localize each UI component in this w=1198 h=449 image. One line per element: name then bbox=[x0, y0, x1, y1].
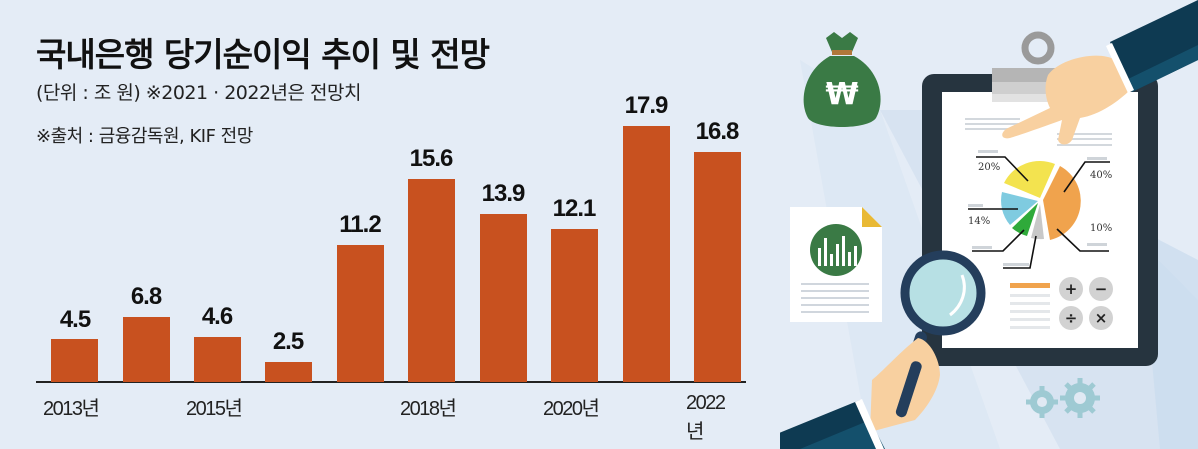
value-label-2022: 16.8 bbox=[695, 118, 740, 145]
bar-2015 bbox=[194, 337, 241, 382]
x-axis-baseline bbox=[36, 381, 746, 383]
chart-title: 국내은행 당기순이익 추이 및 전망 bbox=[36, 35, 490, 74]
gears-icon bbox=[1026, 378, 1100, 418]
bar-2016 bbox=[265, 362, 312, 382]
report-document-icon bbox=[790, 207, 882, 322]
bar-2018 bbox=[408, 179, 455, 382]
svg-text:×: × bbox=[1095, 309, 1108, 327]
bar-2020 bbox=[551, 229, 598, 382]
svg-text:+: + bbox=[1065, 280, 1078, 298]
pointing-hand-icon bbox=[1002, 0, 1198, 145]
x-tick-2015: 2015년 bbox=[186, 398, 243, 420]
value-label-2017: 11.2 bbox=[339, 211, 381, 238]
value-label-2015: 4.6 bbox=[201, 303, 233, 330]
value-label-2020: 12.1 bbox=[552, 195, 597, 222]
bar-2017 bbox=[337, 245, 384, 382]
svg-text:10%: 10% bbox=[1090, 223, 1112, 234]
svg-text:14%: 14% bbox=[968, 216, 990, 227]
bar-2013 bbox=[51, 339, 98, 382]
calculator-icons: + − ÷ × bbox=[1010, 277, 1113, 330]
value-label-2021: 17.9 bbox=[624, 92, 669, 119]
value-label-2019: 13.9 bbox=[481, 180, 526, 207]
svg-text:₩: ₩ bbox=[825, 77, 858, 112]
money-bag-icon: ₩ bbox=[803, 32, 881, 127]
finance-illustration: ₩ bbox=[780, 0, 1198, 449]
holding-hand-icon bbox=[780, 338, 940, 449]
bar-2022 bbox=[694, 152, 741, 382]
x-tick-2020: 2020년 bbox=[543, 398, 600, 420]
value-label-2013: 4.5 bbox=[59, 306, 91, 333]
value-label-2016: 2.5 bbox=[272, 328, 304, 355]
svg-text:÷: ÷ bbox=[1065, 309, 1078, 327]
bar-2021 bbox=[623, 126, 670, 382]
bar-chart: 4.5 6.8 4.6 2.5 11.2 15.6 13.9 12.1 17.9… bbox=[36, 92, 746, 443]
pie-chart-icon: 20% 40% 14% 10% bbox=[968, 150, 1112, 269]
bar-2014 bbox=[123, 317, 170, 382]
bar-2019 bbox=[480, 214, 527, 382]
value-label-2018: 15.6 bbox=[409, 145, 454, 172]
svg-text:40%: 40% bbox=[1090, 170, 1112, 181]
svg-text:−: − bbox=[1095, 280, 1108, 298]
value-label-2014: 6.8 bbox=[130, 283, 162, 310]
x-tick-2018: 2018년 bbox=[400, 398, 457, 420]
chart-source: ※출처 : 금융감독원, KIF 전망 bbox=[36, 126, 253, 147]
chart-subtitle: (단위 : 조 원) ※2021 · 2022년은 전망치 bbox=[36, 82, 362, 104]
svg-text:20%: 20% bbox=[978, 162, 1000, 173]
x-tick-2013: 2013년 bbox=[43, 398, 100, 420]
x-tick-2022: 2022년 bbox=[686, 392, 726, 443]
